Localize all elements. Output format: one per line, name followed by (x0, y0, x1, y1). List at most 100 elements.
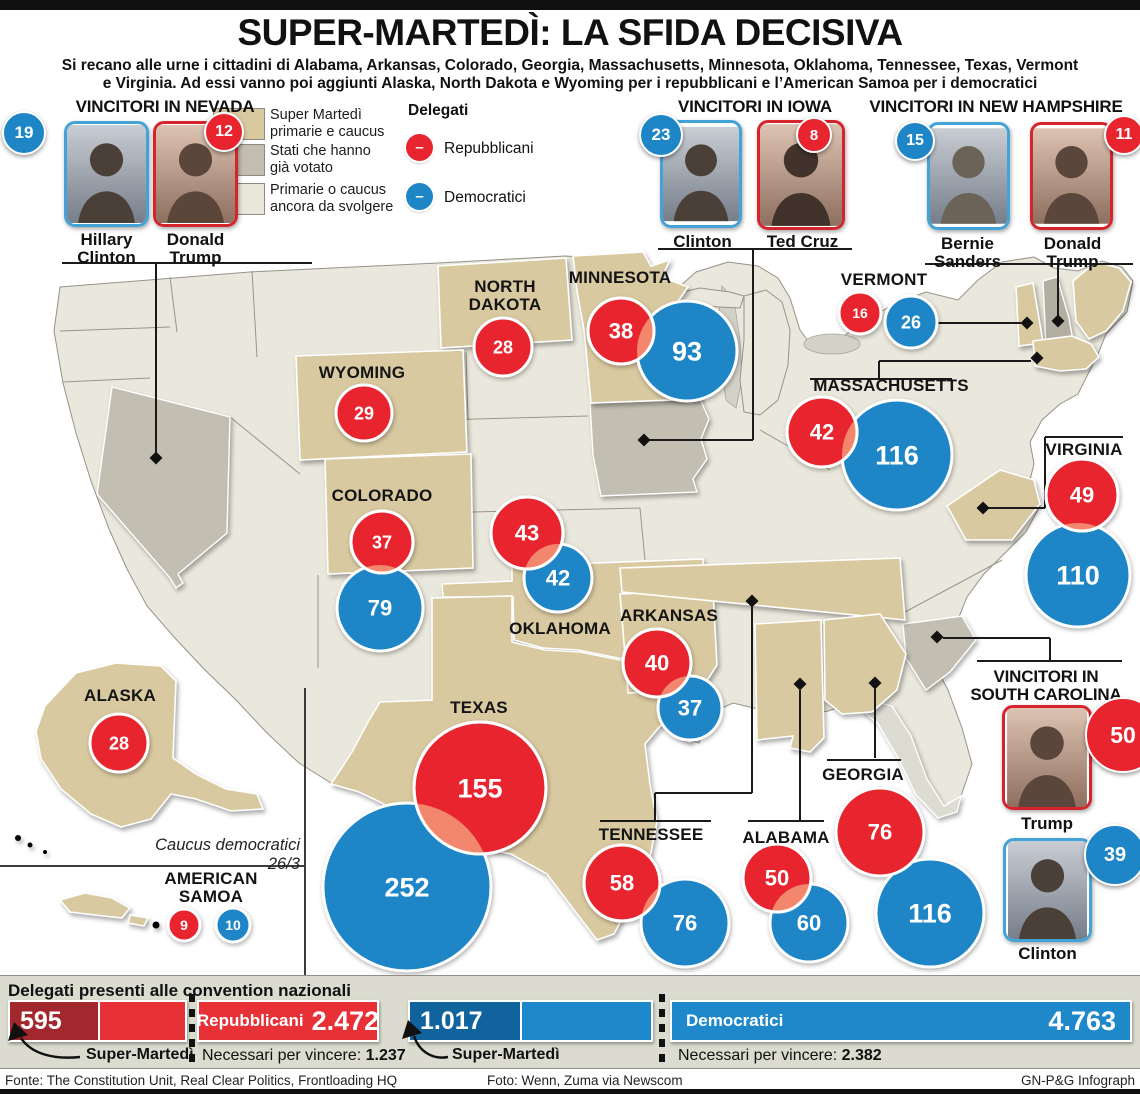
republican-needed: Necessari per vincere: 1.237 (202, 1047, 406, 1065)
bottom-black-bar (0, 1088, 1140, 1094)
state-alaska (35, 662, 265, 828)
name-trump-sc: Trump (1021, 814, 1073, 833)
dem-value-american_samoa: 10 (225, 917, 241, 933)
rep-value-texas: 155 (457, 773, 502, 803)
convention-panel: Delegati presenti alle convention nazion… (0, 975, 1140, 1069)
marker-diamond-icon (637, 433, 651, 447)
republican-total-value: 2.472 (311, 1005, 380, 1036)
rep-bubble-virginia (1044, 457, 1120, 533)
dem-bubble-massachusetts (840, 398, 954, 512)
callout-lines (62, 248, 1133, 822)
state-new-hampshire (1042, 276, 1074, 347)
rep-bubble-alaska (88, 712, 150, 774)
needed-value: 1.237 (365, 1047, 406, 1064)
rep-value-massachusetts: 42 (810, 420, 834, 445)
marker-diamond-icon (745, 594, 759, 608)
bubbles-north_dakota: 28 (472, 316, 534, 378)
bubbles-minnesota: 93 38 (586, 296, 739, 403)
dem-bubble-american_samoa (214, 906, 252, 944)
bubbles-texas: 252 155 (321, 720, 548, 973)
marker-diamond-icon (930, 630, 944, 644)
title-line: VINCITORI IN (993, 667, 1099, 686)
islands-american-samoa (58, 892, 132, 919)
republican-super-tuesday-segment: 595 (10, 1002, 100, 1040)
top-black-bar (0, 0, 1140, 10)
dem-value-virginia: 110 (1056, 560, 1100, 590)
bubbles-tennessee: 76 58 (582, 843, 731, 969)
winners-nevada-title: VINCITORI IN NEVADA (75, 97, 255, 116)
rep-value-oklahoma: 43 (515, 521, 539, 546)
needed-label: Necessari per vincere: (678, 1047, 838, 1064)
democrat-needed: Necessari per vincere: 2.382 (678, 1047, 882, 1065)
bubbles-alabama: 60 50 (741, 842, 850, 964)
rep-bubble-massachusetts (785, 395, 859, 469)
rep-value-north_dakota: 28 (493, 337, 513, 357)
footer-source: Fonte: The Constitution Unit, Real Clear… (5, 1073, 398, 1088)
rep-bubble-colorado (349, 509, 415, 575)
republican-dashed-divider (189, 994, 195, 1066)
bubbles-oklahoma: 42 43 (489, 495, 594, 614)
democrat-dot-icon: – (406, 183, 433, 210)
badge-clinton-sc: 39 (1084, 824, 1140, 886)
badge-sanders-nh: 15 (895, 121, 935, 161)
democrat-total-bar: Democratici 4.763 (670, 1000, 1132, 1042)
dem-value-georgia: 116 (908, 898, 952, 928)
dem-value-texas: 252 (384, 872, 429, 902)
rep-bubble-wyoming (334, 383, 394, 443)
legend-line: già votato (270, 159, 333, 176)
rep-value-colorado: 37 (372, 532, 392, 552)
rep-value-alaska: 28 (109, 733, 129, 753)
rep-bubble-north_dakota (472, 316, 534, 378)
legend-line: Primarie o caucus (270, 182, 387, 198)
footer: Fonte: The Constitution Unit, Real Clear… (0, 1068, 1140, 1089)
state-tennessee (619, 557, 906, 621)
name-clinton-iowa: Clinton (673, 232, 732, 251)
bubbles-georgia: 116 76 (834, 786, 986, 969)
democrat-super-tuesday-value: 1.017 (420, 1006, 483, 1035)
republican-super-tuesday-callout: Super-Martedì (86, 1046, 194, 1063)
rep-bubble-american_samoa (166, 907, 202, 943)
dem-bubble-texas (321, 801, 493, 973)
legend-line: primarie e caucus (270, 123, 385, 140)
alaska-caucus-note: Caucus democratici 26/3 (155, 836, 300, 873)
bubbles-virginia: 110 49 (1024, 457, 1132, 629)
label-oklahoma: OKLAHOMA (509, 619, 611, 638)
rep-value-virginia: 49 (1070, 483, 1094, 508)
bubbles-alaska: 28 (88, 712, 150, 774)
winners-iowa-title: VINCITORI IN IOWA (677, 97, 833, 116)
state-labels: NORTH DAKOTA MINNESOTA WYOMING VERMONT MASSAC… (84, 268, 1122, 906)
state-texas (329, 595, 705, 941)
marker-diamond-icon (976, 501, 990, 515)
footer-photo-credit: Foto: Wenn, Zuma via Newscom (487, 1073, 683, 1088)
label-american_samoa: AMERICAN SAMOA (164, 869, 257, 906)
dem-value-tennessee: 76 (673, 911, 697, 936)
state-arkansas (619, 589, 718, 694)
footer-credit: GN-P&G Infograph (1020, 1073, 1135, 1088)
badge-cruz-iowa: 8 (796, 117, 832, 153)
marker-diamond-icon (868, 676, 882, 690)
legend-line: Stati che hanno (270, 143, 371, 159)
democrat-super-tuesday-segment: 1.017 (410, 1002, 522, 1040)
name-line: Donald (1043, 234, 1102, 253)
state-minnesota (572, 251, 703, 404)
winners-sc-title: VINCITORI IN SOUTH CAROLINA (956, 668, 1136, 704)
marker-diamond-icon (1051, 314, 1065, 328)
state-marker-diamonds (149, 314, 1065, 691)
badge-trump-sc: 50 (1085, 697, 1140, 773)
dem-value-vermont: 26 (901, 312, 921, 332)
legend-delegati-title: Delegati (408, 102, 469, 119)
dem-value-massachusetts: 116 (875, 440, 919, 470)
republican-progress-bar: 595 (8, 1000, 187, 1042)
rep-bubble-texas (412, 720, 548, 856)
democrat-remainder-segment (522, 1002, 651, 1040)
candidate-photo-trump-nh (1030, 122, 1113, 230)
state-oklahoma (441, 558, 705, 662)
name-line: Clinton (77, 248, 136, 267)
marker-diamond-icon (793, 677, 807, 691)
dem-bubble-colorado (335, 563, 425, 653)
name-trump-nevada: Donald Trump (153, 231, 238, 267)
label-vermont: VERMONT (841, 270, 928, 289)
subtitle-line1: Si recano alle urne i cittadini di Alaba… (61, 57, 1079, 74)
label-colorado: COLORADO (332, 486, 433, 505)
candidate-photo-clinton-iowa (660, 120, 742, 228)
